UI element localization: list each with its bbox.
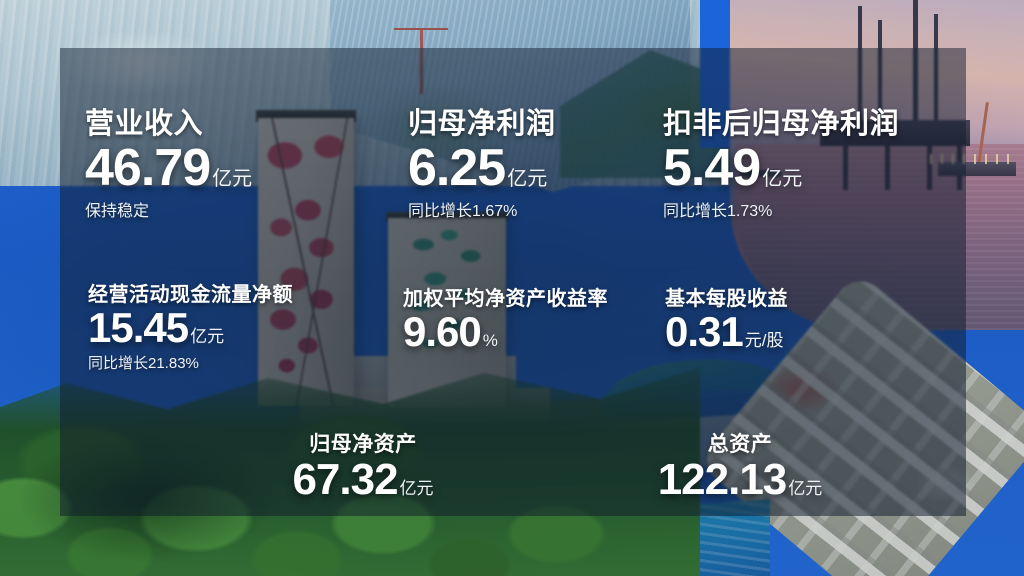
metric-net-profit-label: 归母净利润 [408,108,556,140]
metric-net-equity-value-row: 67.32 亿元 [238,458,488,502]
metrics-overlay-panel [60,48,966,516]
metric-weighted-roe-value: 9.60 [403,308,482,355]
metric-operating-cash-flow-value: 15.45 [88,304,189,351]
metric-deducted-net-profit-sub: 同比增长1.73% [663,203,773,220]
metric-net-profit: 归母净利润 6.25 亿元 同比增长1.67% [408,100,556,221]
metric-operating-cash-flow-value-row: 15.45 亿元 [88,307,293,349]
rig-lights [930,154,1010,164]
metric-total-assets-value-row: 122.13 亿元 [600,458,880,502]
metric-net-profit-unit: 亿元 [507,168,548,190]
metric-revenue-unit: 亿元 [212,168,253,190]
metric-revenue-label: 营业收入 [85,108,204,140]
metric-deducted-net-profit-unit: 亿元 [762,168,803,190]
metric-deducted-net-profit-value-row: 5.49 亿元 [663,142,899,194]
metric-net-equity-label: 归母净资产 [309,433,417,456]
metric-operating-cash-flow-unit: 亿元 [190,327,225,346]
metric-total-assets-value: 122.13 [657,455,788,504]
metric-weighted-roe-unit: % [482,331,498,350]
metric-revenue-value-row: 46.79 亿元 [85,142,252,194]
metric-basic-eps-value-row: 0.31 元/股 [665,311,788,353]
metric-deducted-net-profit-value: 5.49 [663,139,761,197]
metric-revenue-value: 46.79 [85,139,211,197]
metric-revenue: 营业收入 46.79 亿元 保持稳定 [85,100,252,221]
metric-deducted-net-profit-label: 扣非后归母净利润 [663,108,900,140]
metric-weighted-roe-label: 加权平均净资产收益率 [403,288,608,310]
metric-net-equity-unit: 亿元 [399,479,434,498]
metric-total-assets-unit: 亿元 [788,479,823,498]
metric-basic-eps-value: 0.31 [665,308,744,355]
metric-net-profit-value-row: 6.25 亿元 [408,142,556,194]
metric-operating-cash-flow: 经营活动现金流量净额 15.45 亿元 同比增长21.83% [88,278,293,373]
metric-net-equity: 归母净资产 67.32 亿元 [238,428,488,502]
metric-operating-cash-flow-sub: 同比增长21.83% [88,355,199,372]
metric-basic-eps: 基本每股收益 0.31 元/股 [665,282,788,353]
metric-total-assets: 总资产 122.13 亿元 [600,428,880,502]
metric-operating-cash-flow-label: 经营活动现金流量净额 [88,284,293,306]
metric-total-assets-label: 总资产 [707,433,773,456]
metric-deducted-net-profit: 扣非后归母净利润 5.49 亿元 同比增长1.73% [663,100,899,221]
metric-basic-eps-unit: 元/股 [744,331,784,350]
metric-net-equity-value: 67.32 [292,455,398,504]
metric-basic-eps-label: 基本每股收益 [665,288,788,310]
metric-weighted-roe-value-row: 9.60 % [403,311,608,353]
metric-weighted-roe: 加权平均净资产收益率 9.60 % [403,282,608,353]
metric-net-profit-sub: 同比增长1.67% [408,203,518,220]
metric-net-profit-value: 6.25 [408,139,506,197]
metric-revenue-sub: 保持稳定 [85,203,150,220]
